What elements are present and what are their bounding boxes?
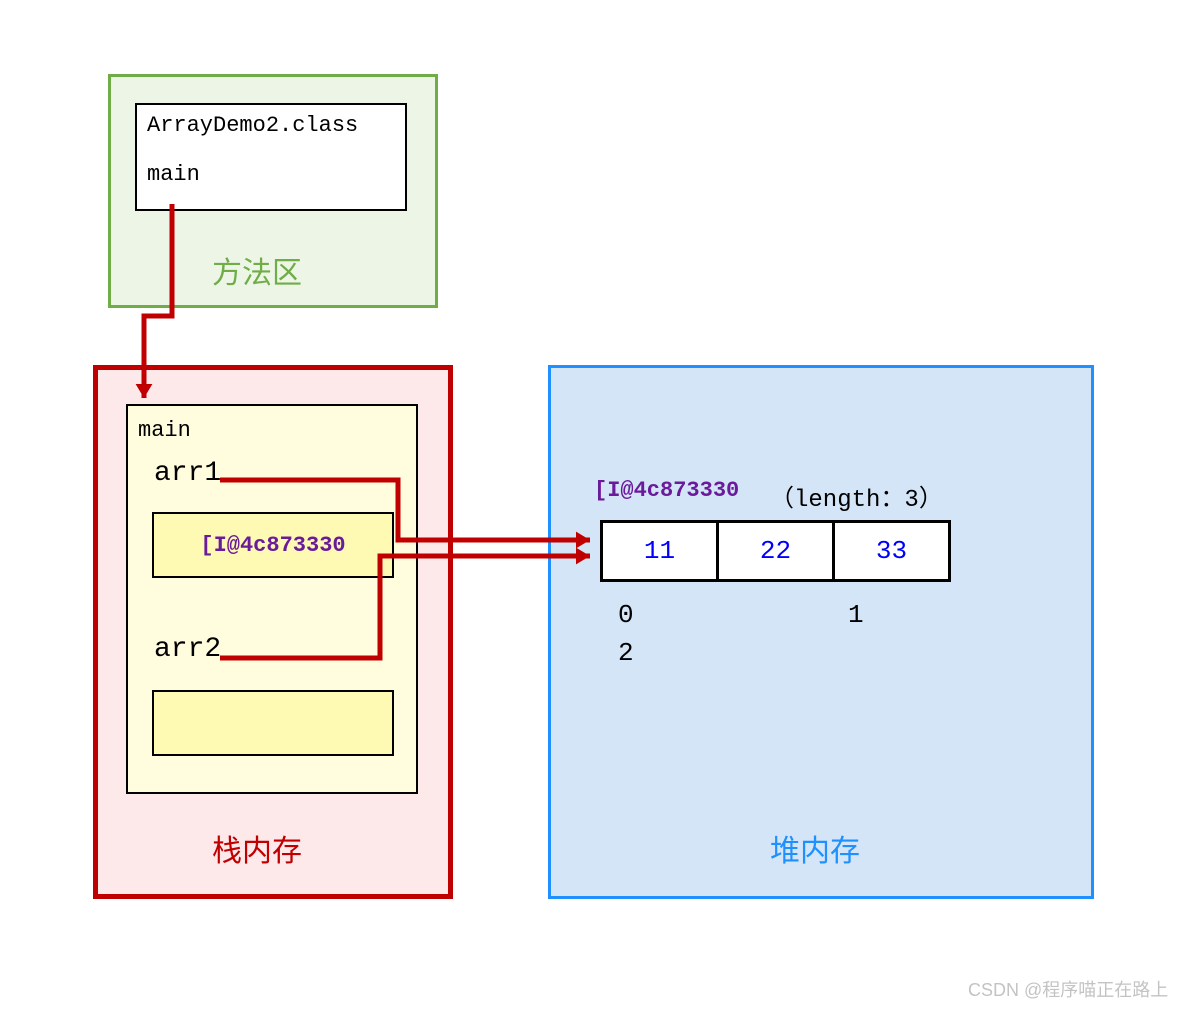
main-text: main <box>147 162 395 187</box>
arr1-value-box: [I@4c873330 <box>152 512 394 578</box>
stack-main-label: main <box>138 418 191 443</box>
array-cell: 33 <box>832 520 951 582</box>
array-index: 0 <box>618 600 634 630</box>
array-row: 112233 <box>600 520 951 582</box>
heap-address: [I@4c873330 <box>594 478 739 503</box>
array-cell: 22 <box>716 520 835 582</box>
array-index: 1 <box>848 600 864 630</box>
watermark: CSDN @程序喵正在路上 <box>968 976 1168 1002</box>
arr1-value: [I@4c873330 <box>200 533 345 558</box>
array-cell: 11 <box>600 520 719 582</box>
heap-length: （length：3） <box>770 478 943 514</box>
class-name-text: ArrayDemo2.class <box>147 113 395 138</box>
heap-title: 堆内存 <box>770 826 860 870</box>
array-index: 2 <box>618 638 634 668</box>
stack-title: 栈内存 <box>212 826 302 870</box>
arr2-label: arr2 <box>154 634 221 665</box>
arr2-value-box <box>152 690 394 756</box>
heap-area-box <box>548 365 1094 899</box>
arr1-label: arr1 <box>154 458 221 489</box>
diagram-container: ArrayDemo2.class main 方法区 main arr1 [I@4… <box>0 0 1194 1009</box>
method-area-class-box: ArrayDemo2.class main <box>135 103 407 211</box>
method-area-label: 方法区 <box>212 248 302 292</box>
